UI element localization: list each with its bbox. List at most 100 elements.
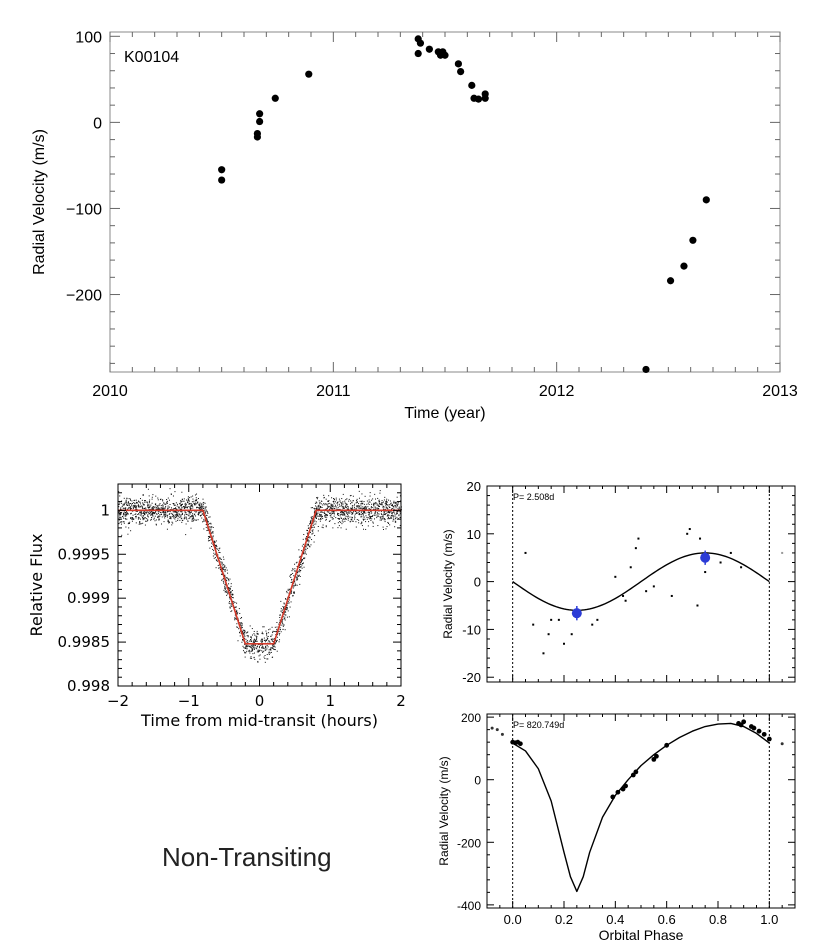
flux-point [375, 498, 377, 500]
flux-point [205, 509, 207, 511]
flux-point [246, 648, 248, 650]
flux-point [264, 641, 266, 643]
flux-point [174, 518, 176, 520]
flux-point [365, 512, 367, 514]
flux-point [132, 517, 134, 519]
flux-point [239, 622, 241, 624]
flux-point [266, 648, 268, 650]
flux-point [125, 515, 127, 517]
flux-point [192, 505, 194, 507]
flux-point [118, 523, 120, 525]
flux-point [361, 513, 363, 515]
flux-point [251, 644, 253, 646]
flux-point [388, 499, 390, 501]
flux-point [362, 510, 364, 512]
flux-point [369, 515, 371, 517]
flux-point [257, 650, 259, 652]
data-point [474, 95, 483, 103]
flux-point [273, 648, 275, 650]
flux-point [291, 581, 293, 583]
flux-point [216, 546, 218, 548]
flux-point [343, 507, 345, 509]
flux-point [287, 602, 289, 604]
flux-point [272, 647, 274, 649]
flux-point [323, 494, 325, 496]
flux-point [279, 639, 281, 641]
flux-point [339, 500, 341, 502]
flux-point [395, 501, 397, 503]
flux-point [238, 608, 240, 610]
y-axis-label: Radial Velocity (m/s) [31, 129, 48, 275]
flux-point [151, 502, 153, 504]
y-tick-label: −200 [66, 288, 102, 305]
flux-point [204, 513, 206, 515]
flux-point [349, 516, 351, 518]
flux-point [326, 514, 328, 516]
flux-point [392, 516, 394, 518]
flux-point [384, 496, 386, 498]
flux-point [315, 512, 317, 514]
flux-point [163, 508, 165, 510]
flux-point [285, 598, 287, 600]
data-point [699, 537, 702, 540]
flux-point [373, 514, 375, 516]
flux-point [140, 513, 142, 515]
flux-point [214, 554, 216, 556]
flux-point [241, 630, 243, 632]
flux-point [155, 524, 157, 526]
flux-point [260, 644, 262, 646]
flux-point [290, 574, 292, 576]
flux-point [295, 584, 297, 586]
flux-point [119, 495, 121, 497]
flux-point [275, 639, 277, 641]
flux-point [396, 496, 398, 498]
flux-point [196, 502, 198, 504]
flux-point [396, 513, 398, 515]
flux-point [315, 521, 317, 523]
flux-point [369, 517, 371, 519]
flux-point [388, 512, 390, 514]
flux-point [296, 579, 298, 581]
flux-point [325, 513, 327, 515]
flux-point [124, 517, 126, 519]
flux-point [387, 518, 389, 520]
flux-point [358, 510, 360, 512]
flux-point [269, 649, 271, 651]
flux-point [142, 515, 144, 517]
flux-point [369, 513, 371, 515]
flux-point [358, 519, 360, 521]
flux-point [208, 532, 210, 534]
flux-point [258, 655, 260, 657]
flux-point [149, 499, 151, 501]
flux-point [179, 516, 181, 518]
transit-frame [117, 483, 402, 687]
flux-point [154, 504, 156, 506]
flux-point [179, 511, 181, 513]
flux-point [142, 502, 144, 504]
flux-point [177, 511, 179, 513]
flux-point [327, 500, 329, 502]
flux-point [363, 507, 365, 509]
flux-point [341, 506, 343, 508]
flux-point [172, 495, 174, 497]
flux-point [277, 634, 279, 636]
flux-point [256, 637, 258, 639]
flux-point [143, 518, 145, 520]
flux-point [358, 513, 360, 515]
flux-point [159, 511, 161, 513]
flux-point [199, 514, 201, 516]
flux-point [275, 642, 277, 644]
flux-point [337, 504, 339, 506]
flux-point [376, 503, 378, 505]
flux-point [248, 645, 250, 647]
flux-point [196, 506, 198, 508]
flux-point [239, 630, 241, 632]
flux-point [162, 508, 164, 510]
flux-point [189, 506, 191, 508]
flux-point [191, 501, 193, 503]
flux-point [151, 512, 153, 514]
flux-point [148, 513, 150, 515]
flux-point [133, 518, 135, 520]
flux-point [337, 501, 339, 503]
flux-point [172, 511, 174, 513]
